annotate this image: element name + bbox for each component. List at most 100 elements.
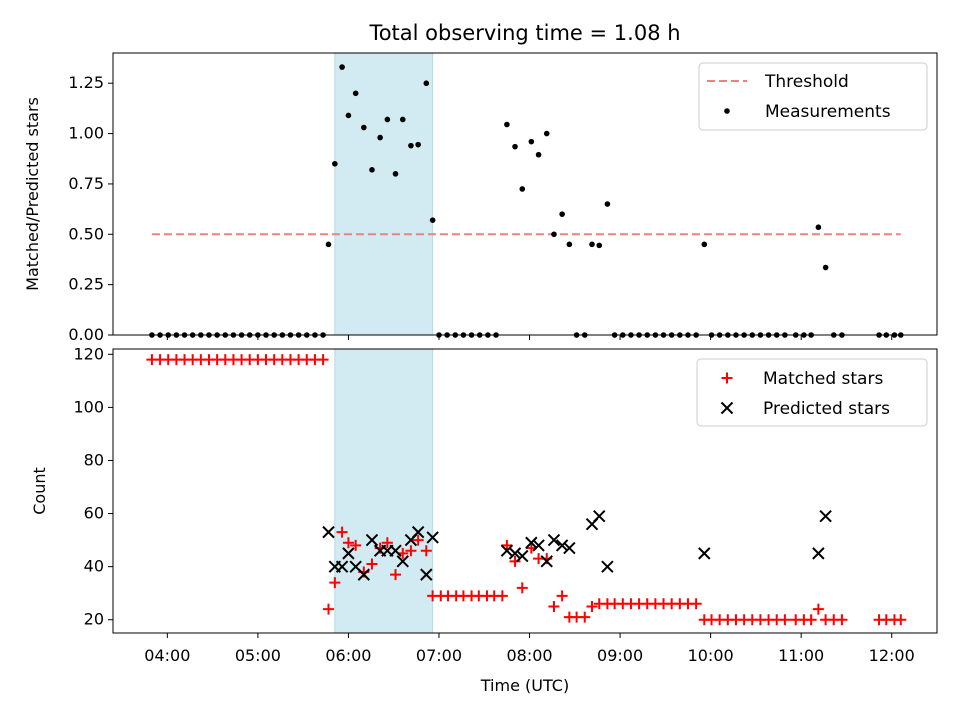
x-tick-label: 08:00 (506, 646, 552, 665)
predicted-star-point (426, 531, 439, 544)
legend-matched-label: Matched stars (763, 369, 883, 389)
predicted-star-point (389, 544, 402, 557)
x-tick-label: 07:00 (416, 646, 462, 665)
x-tick-label: 04:00 (144, 646, 190, 665)
matched-star-point (509, 555, 521, 567)
matched-star-point (366, 558, 378, 570)
predicted-star-point (396, 555, 409, 568)
y-tick-label: 80 (84, 450, 104, 469)
legend-threshold-label: Threshold (764, 72, 849, 92)
y-tick-label: 0.25 (68, 275, 104, 294)
measurement-point (408, 142, 414, 149)
matched-star-point (690, 598, 702, 610)
legend-measurements-label: Measurements (765, 102, 891, 122)
matched-star-point (317, 354, 329, 366)
legend: Threshold Measurements (698, 62, 928, 131)
predicted-star-point (532, 539, 545, 552)
predicted-star-point (508, 547, 522, 560)
legend-matched-swatch (721, 372, 733, 384)
measurement-point (543, 130, 550, 137)
measurement-point (604, 201, 611, 207)
predicted-star-point (547, 533, 561, 547)
highlight-span (334, 52, 434, 336)
predicted-star-point (812, 547, 825, 560)
legend-predicted-swatch (720, 401, 734, 415)
x-tick-label: 05:00 (235, 646, 281, 665)
measurement-point (415, 141, 421, 148)
matched-star-point (548, 600, 560, 612)
y-tick-label: 1.25 (68, 73, 104, 92)
predicted-star-point (563, 541, 576, 555)
bottom-panel: 20 40 60 80 100 120 04:00 05:00 06:00 07:00 08:00 0… (30, 344, 938, 695)
axes-frame (112, 52, 938, 336)
y-tick-label: 0.00 (68, 325, 104, 344)
predicted-star-point (365, 533, 379, 547)
x-tick-label: 06:00 (325, 646, 371, 665)
x-tick-label: 12:00 (869, 646, 915, 665)
measurement-point (596, 242, 603, 249)
predicted-star-point (500, 544, 514, 557)
predicted-star-point (342, 547, 355, 560)
predicted-star-point (411, 525, 425, 539)
measurement-point (822, 264, 829, 271)
measurement-point (361, 124, 367, 131)
y-tick-label: 100 (73, 397, 104, 416)
measurement-point (377, 134, 383, 141)
measurement-point (392, 171, 399, 177)
x-axis-label: Time (UTC) (480, 676, 569, 695)
measurement-point (815, 224, 822, 231)
legend-measurements-swatch (724, 108, 730, 114)
matched-star-point (381, 537, 393, 549)
measurement-point (369, 167, 375, 173)
measurement-point (589, 241, 595, 248)
predicted-star-point (525, 536, 538, 549)
top-panel: 0.00 0.25 0.50 0.75 1.00 1.25 Total observing … (23, 21, 938, 344)
x-tick-label: 09:00 (597, 646, 643, 665)
matched-star-point (412, 534, 424, 546)
measurement-point (384, 116, 391, 123)
predicted-star-point (420, 568, 433, 581)
legend: Matched stars Predicted stars (696, 358, 928, 427)
measurement-point (345, 112, 352, 119)
predicted-star-point (819, 510, 832, 523)
measurement-point (701, 241, 708, 248)
predicted-star-point (555, 539, 569, 552)
predicted-star-point (335, 560, 349, 573)
y-tick-label: 0.50 (68, 224, 104, 243)
predicted-star-point (601, 560, 614, 573)
matched-star-point (336, 526, 348, 538)
predicted-star-point (516, 549, 529, 563)
x-tick-label: 11:00 (778, 646, 824, 665)
measurement-point (528, 138, 535, 145)
y-axis-label: Count (30, 467, 49, 515)
matched-star-point (342, 537, 354, 549)
measurement-point (535, 151, 542, 158)
y-tick-label: 40 (84, 557, 104, 576)
y-tick-label: 20 (84, 610, 104, 629)
matched-star-point (420, 545, 432, 557)
matched-star-point (579, 611, 591, 623)
matched-star-point (516, 582, 528, 594)
axes-frame (112, 348, 938, 634)
measurement-point (423, 80, 430, 87)
matched-star-point (390, 569, 402, 581)
matched-star-point (329, 577, 341, 589)
measurement-point (504, 121, 510, 128)
y-tick-label: 60 (84, 504, 104, 523)
matched-star-point (895, 614, 907, 626)
matched-star-point (779, 614, 791, 626)
matched-star-point (556, 590, 568, 602)
measurement-point (559, 211, 565, 217)
y-axis-label: Matched/Predicted stars (23, 97, 42, 291)
measurement-point (566, 241, 573, 248)
predicted-star-point (698, 547, 711, 560)
matched-star-point (501, 539, 513, 551)
measurement-point (352, 90, 359, 97)
measurement-point (429, 217, 436, 223)
matched-star-point (350, 539, 362, 551)
matched-star-point (405, 545, 417, 557)
chart-title: Total observing time = 1.08 h (368, 21, 680, 45)
legend-frame (696, 358, 928, 427)
matched-star-point (323, 603, 335, 615)
